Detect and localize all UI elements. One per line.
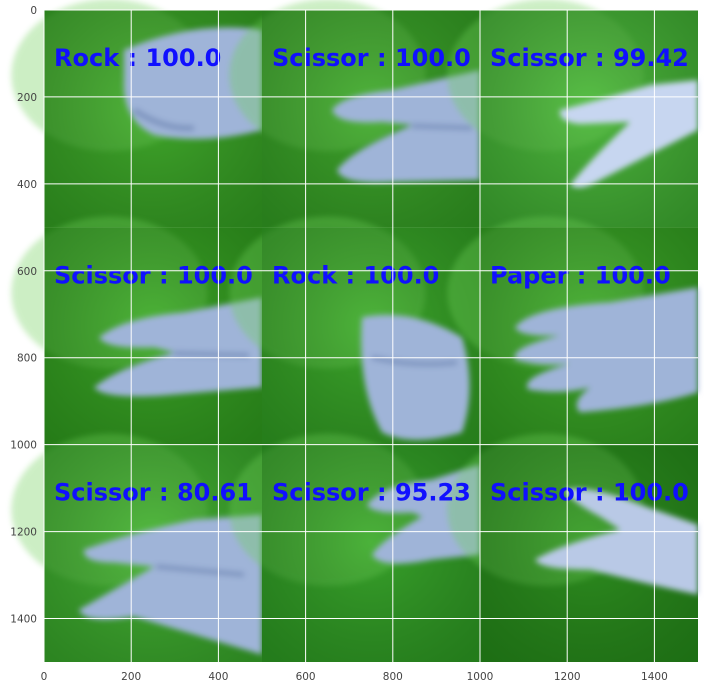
image-tile <box>229 0 480 228</box>
prediction-label: Scissor : 100.0 <box>272 44 471 72</box>
x-axis: 0 200 400 600 800 1000 1200 1400 <box>41 671 668 683</box>
hand-gesture-rock <box>123 27 262 139</box>
x-tick-label: 800 <box>383 671 403 683</box>
image-tile <box>229 433 480 662</box>
y-tick-label: 0 <box>30 5 37 17</box>
image-tile <box>447 433 698 662</box>
image-tile <box>447 216 698 445</box>
prediction-label: Scissor : 100.0 <box>54 261 253 289</box>
y-tick-label: 600 <box>17 266 37 278</box>
image-tile <box>447 0 698 228</box>
image-tile <box>11 0 262 228</box>
y-tick-label: 1200 <box>10 527 37 539</box>
x-tick-label: 0 <box>41 671 48 683</box>
x-tick-label: 1400 <box>641 671 668 683</box>
hand-gesture-scissor <box>94 297 262 397</box>
image-tile <box>229 216 480 445</box>
y-axis: 0 200 400 600 800 1000 1200 1400 <box>10 5 37 626</box>
prediction-label: Scissor : 100.0 <box>490 479 689 507</box>
x-tick-label: 1200 <box>554 671 581 683</box>
prediction-label: Paper : 100.0 <box>490 261 671 289</box>
y-tick-label: 800 <box>17 353 37 365</box>
y-tick-label: 1000 <box>10 440 37 452</box>
hand-gesture-rock <box>361 314 470 440</box>
x-tick-label: 1000 <box>467 671 494 683</box>
prediction-label: Rock : 100.0 <box>54 44 221 72</box>
x-tick-label: 400 <box>208 671 228 683</box>
x-tick-label: 600 <box>296 671 316 683</box>
prediction-label: Scissor : 80.61 <box>54 479 253 507</box>
hand-gesture-scissor <box>332 70 480 183</box>
image-tile <box>11 433 262 662</box>
y-tick-label: 1400 <box>10 614 37 626</box>
prediction-label: Rock : 100.0 <box>272 261 439 289</box>
prediction-label: Scissor : 99.42 <box>490 44 689 72</box>
y-tick-label: 200 <box>17 92 37 104</box>
prediction-labels: Rock : 100.0 Scissor : 100.0 Scissor : 99.… <box>54 44 689 507</box>
gridlines <box>43 9 698 662</box>
hand-gesture-scissor <box>79 514 262 655</box>
hand-gesture-scissor <box>535 488 698 595</box>
x-tick-label: 200 <box>121 671 141 683</box>
hand-gesture-scissor <box>559 80 698 188</box>
image-grid <box>11 0 698 662</box>
image-tile <box>11 216 262 445</box>
prediction-label: Scissor : 95.23 <box>272 479 471 507</box>
hand-gesture-paper <box>514 287 698 413</box>
y-tick-label: 400 <box>17 179 37 191</box>
